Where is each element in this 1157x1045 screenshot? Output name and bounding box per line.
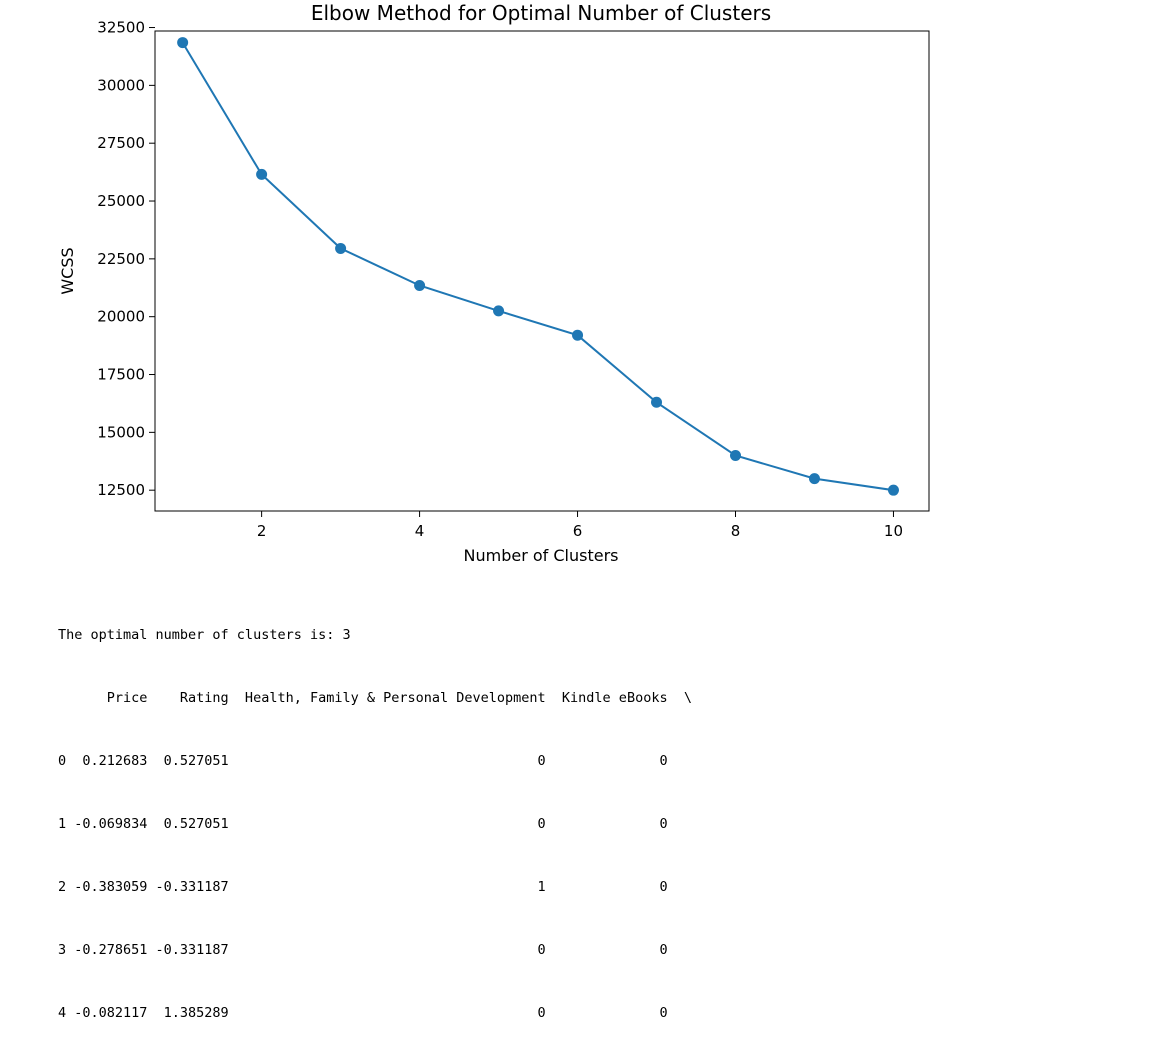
y-tick-label: 17500	[97, 366, 145, 384]
table-row: 0 0.212683 0.527051 0 0	[58, 753, 668, 769]
x-tick-label: 4	[415, 522, 425, 540]
y-tick-label: 12500	[97, 481, 145, 499]
notebook-output: The optimal number of clusters is: 3 Pri…	[58, 583, 692, 1045]
table-row: 1 -0.069834 0.527051 0 0	[58, 816, 668, 832]
data-point	[493, 305, 505, 317]
wcss-series-points	[177, 37, 899, 496]
y-tick-label: 25000	[97, 192, 145, 210]
y-tick-label: 22500	[97, 250, 145, 268]
data-point	[256, 168, 268, 180]
table-header: Price Rating Health, Family & Personal D…	[58, 690, 692, 706]
table-row: 3 -0.278651 -0.331187 0 0	[58, 942, 668, 958]
x-tick-label: 10	[884, 522, 903, 540]
chart-title: Elbow Method for Optimal Number of Clust…	[311, 1, 771, 25]
x-tick-label: 8	[731, 522, 741, 540]
table-row: 4 -0.082117 1.385289 0 0	[58, 1005, 668, 1021]
x-axis: 2 4 6 8 10	[257, 511, 903, 540]
data-point	[414, 279, 426, 291]
y-tick-label: 20000	[97, 308, 145, 326]
wcss-series-line	[181, 42, 894, 492]
data-point	[335, 242, 347, 254]
x-tick-label: 6	[573, 522, 583, 540]
y-tick-label: 27500	[97, 134, 145, 152]
x-axis-label: Number of Clusters	[464, 546, 619, 565]
y-tick-label: 32500	[97, 19, 145, 37]
y-axis-label: WCSS	[58, 247, 77, 294]
elbow-chart: Elbow Method for Optimal Number of Clust…	[58, 1, 930, 565]
x-tick-label: 2	[257, 522, 267, 540]
table-row: 2 -0.383059 -0.331187 1 0	[58, 879, 668, 895]
y-axis: 12500 15000 17500 20000 22500 25000 27500 30000…	[97, 19, 155, 499]
data-point	[177, 37, 189, 49]
data-point	[651, 396, 663, 408]
data-point	[730, 449, 741, 461]
data-point	[887, 484, 899, 496]
plot-frame	[154, 30, 930, 512]
y-tick-label: 15000	[97, 423, 145, 441]
optimal-clusters-message: The optimal number of clusters is: 3	[58, 627, 351, 643]
data-point	[572, 329, 584, 341]
y-tick-label: 30000	[97, 76, 145, 94]
data-point	[808, 473, 820, 485]
